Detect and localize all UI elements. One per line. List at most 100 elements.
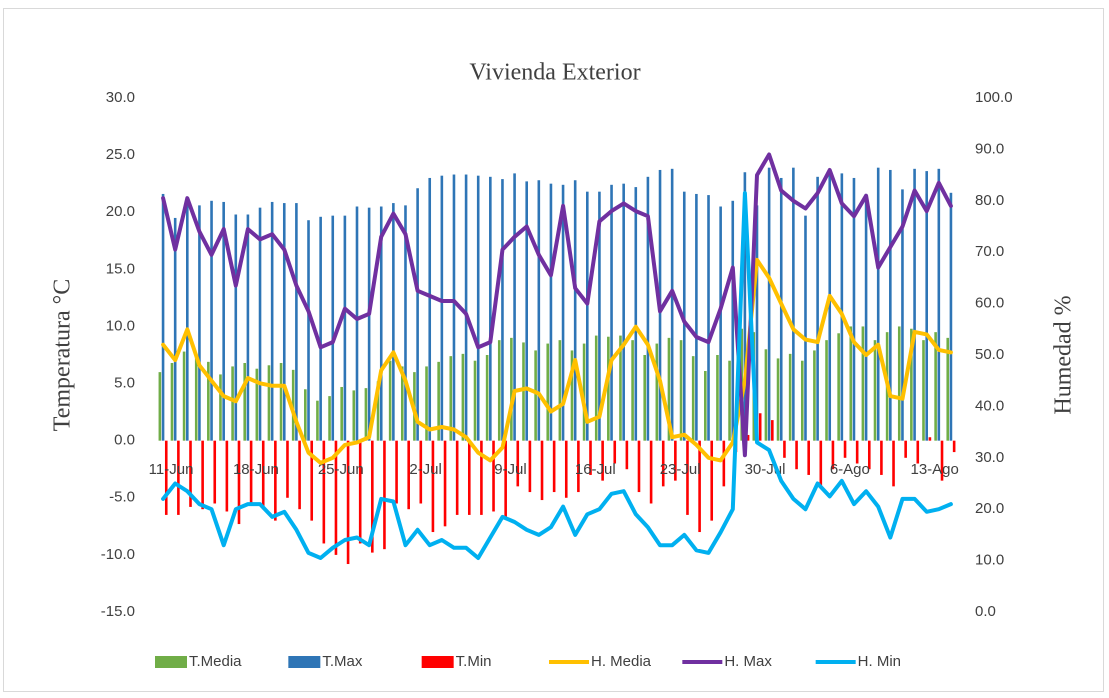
bar: [467, 440, 471, 515]
bar: [489, 176, 492, 441]
bar: [549, 183, 553, 441]
bar: [258, 207, 262, 441]
bar: [880, 440, 883, 475]
y2-tick-label: 50.0: [975, 346, 1004, 363]
bar: [249, 440, 253, 504]
y2-tick-label: 80.0: [975, 192, 1004, 209]
x-tick-label: 6-Ago: [830, 461, 870, 478]
bar: [222, 201, 225, 441]
bar: [328, 396, 331, 441]
x-tick-label: 23-Jul: [660, 461, 701, 478]
bar: [625, 440, 629, 470]
bar: [710, 440, 714, 521]
bar: [358, 440, 362, 544]
bar: [331, 215, 335, 441]
y-tick-label: 20.0: [106, 203, 135, 220]
bar: [928, 437, 932, 441]
bar: [937, 168, 941, 441]
bar: [189, 440, 192, 507]
bar: [864, 193, 868, 441]
bar: [570, 350, 574, 441]
bar: [274, 440, 277, 521]
bar: [237, 440, 241, 525]
y2-tick-label: 100.0: [975, 89, 1013, 106]
bar: [852, 177, 856, 441]
bar: [913, 168, 916, 441]
bar: [352, 390, 356, 441]
bar: [586, 191, 589, 441]
y2-tick-label: 10.0: [975, 552, 1004, 569]
bar: [892, 440, 895, 487]
bar: [807, 440, 810, 475]
bar: [291, 369, 295, 441]
bar: [792, 167, 795, 441]
bar: [631, 340, 634, 441]
bar: [304, 389, 307, 441]
bar: [170, 362, 174, 441]
legend-label: H. Media: [591, 653, 652, 670]
bar: [201, 440, 204, 510]
bar: [610, 184, 613, 441]
bar: [619, 335, 622, 441]
bar: [455, 440, 459, 515]
bar: [655, 343, 659, 441]
bar: [674, 440, 677, 481]
bar: [395, 440, 398, 504]
bar: [800, 360, 804, 441]
line: [161, 152, 953, 458]
bar: [267, 365, 271, 441]
bar: [940, 440, 944, 481]
bar: [270, 201, 274, 441]
bar: [646, 176, 650, 441]
bar: [813, 350, 816, 441]
bar: [295, 203, 298, 441]
bar: [443, 440, 447, 527]
bar: [577, 440, 580, 493]
y-tick-label: 5.0: [114, 375, 135, 392]
bar: [246, 214, 250, 441]
bar: [897, 326, 901, 441]
bar: [698, 440, 701, 533]
bar: [831, 440, 835, 470]
bar: [307, 220, 310, 441]
legend-swatch: [155, 656, 187, 668]
bar: [522, 342, 525, 441]
bar: [388, 360, 392, 441]
bar: [286, 440, 289, 498]
bar: [525, 181, 528, 441]
bar: [473, 360, 477, 441]
bar: [746, 434, 750, 441]
bar: [788, 353, 792, 441]
bar: [607, 336, 610, 441]
y2-tick-label: 20.0: [975, 500, 1004, 517]
bar: [501, 179, 504, 441]
bar: [534, 350, 537, 441]
bar: [452, 174, 456, 441]
bar: [504, 440, 507, 519]
bar: [728, 360, 731, 441]
bar: [691, 356, 695, 441]
bar: [849, 326, 853, 441]
legend-label: H. Min: [858, 653, 901, 670]
bar: [282, 203, 286, 441]
bar: [552, 440, 556, 493]
bar: [431, 440, 435, 533]
bar: [164, 440, 168, 515]
bar: [634, 187, 638, 441]
bar: [825, 340, 828, 441]
bar: [407, 440, 410, 510]
bar: [949, 192, 953, 441]
bar: [537, 180, 541, 441]
bar: [779, 177, 783, 441]
bar: [704, 370, 707, 441]
bar: [804, 215, 807, 441]
bar: [440, 175, 444, 441]
bar: [843, 440, 847, 458]
legend-label: T.Max: [322, 653, 363, 670]
bar: [573, 180, 577, 441]
bar: [637, 440, 641, 493]
bar: [182, 351, 186, 441]
bar: [343, 215, 347, 441]
bar: [743, 172, 747, 441]
